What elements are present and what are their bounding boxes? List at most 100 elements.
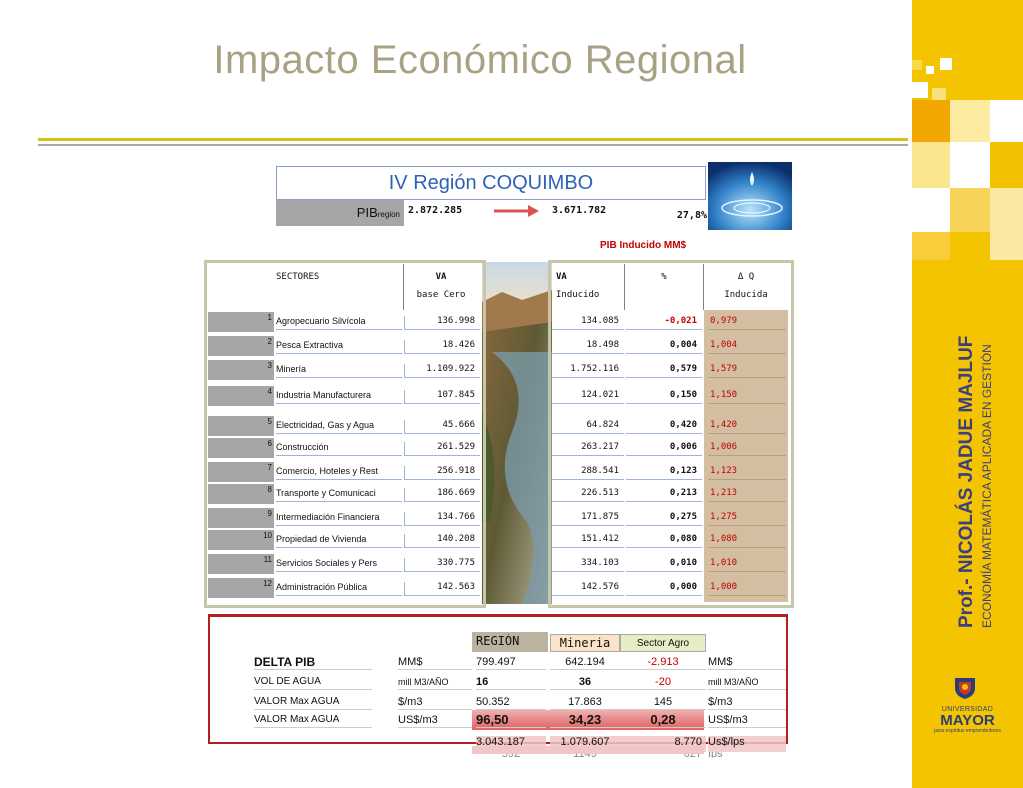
col-va-induced-header: VA bbox=[556, 272, 567, 282]
sector-row-number-cell: 7 bbox=[208, 462, 274, 482]
sector-row-va: 107.845 bbox=[404, 390, 480, 404]
sector-row-number-cell: 9 bbox=[208, 508, 274, 528]
induced-row-va: 134.085 bbox=[552, 316, 624, 330]
sector-row-name: Construcción bbox=[276, 442, 402, 456]
author-subtitle: ECONOMÍA MATEMÁTICA APLICADA EN GESTIÓN bbox=[980, 344, 994, 628]
deco-square bbox=[950, 100, 990, 142]
landscape-photo bbox=[482, 262, 552, 604]
induced-row-dq: 1,006 bbox=[708, 442, 786, 456]
sector-row-name: Servicios Sociales y Pers bbox=[276, 558, 402, 572]
deco-square bbox=[950, 188, 990, 232]
sector-row-number: 8 bbox=[267, 485, 272, 494]
induced-table-frame bbox=[548, 260, 794, 608]
summary-col-agro: Sector Agro bbox=[636, 638, 690, 649]
induced-row-va: 64.824 bbox=[552, 420, 624, 434]
sector-row-va: 136.998 bbox=[404, 316, 480, 330]
summary-col-agro-bg bbox=[620, 634, 706, 652]
summary-row-unit: US$/m3 bbox=[398, 712, 472, 728]
university-line2: MAYOR bbox=[940, 712, 995, 729]
sector-row-number: 3 bbox=[267, 361, 272, 370]
summary-row-label: DELTA PIB bbox=[254, 654, 372, 670]
summary-row-label: VALOR Max AGUA bbox=[254, 712, 372, 728]
deco-square bbox=[932, 88, 946, 102]
induced-row-dq: 1,080 bbox=[708, 534, 786, 548]
sector-row-number-cell: 1 bbox=[208, 312, 274, 332]
induced-row-pct: 0,123 bbox=[626, 466, 702, 480]
sectors-header-vline bbox=[403, 264, 404, 310]
induced-row-pct: 0,275 bbox=[626, 512, 702, 526]
induced-row-va: 226.513 bbox=[552, 488, 624, 502]
induced-row-dq: 1,000 bbox=[708, 582, 786, 596]
col-va-subheader: base Cero bbox=[416, 290, 466, 300]
summary-row-agro: 0,28 bbox=[620, 712, 706, 728]
summary-row-agro: -20 bbox=[620, 674, 706, 690]
induced-row-va: 334.103 bbox=[552, 558, 624, 572]
sectors-table-frame bbox=[204, 260, 486, 608]
induced-row-va: 124.021 bbox=[552, 390, 624, 404]
university-logo: UNIVERSIDAD MAYOR para espíritus emprend… bbox=[912, 678, 1023, 734]
sector-row-number: 10 bbox=[263, 531, 272, 540]
deco-square bbox=[990, 232, 1023, 260]
induced-row-dq: 1,004 bbox=[708, 340, 786, 354]
pib-percent: 27,8% bbox=[676, 210, 707, 221]
deco-square bbox=[990, 100, 1023, 142]
deco-square bbox=[912, 188, 950, 232]
dq-column-fill bbox=[704, 310, 788, 602]
induced-row-pct: 0,579 bbox=[626, 364, 702, 378]
sector-row-number-cell: 5 bbox=[208, 416, 274, 436]
region-title-box bbox=[276, 166, 706, 200]
sector-row-name: Intermediación Financiera bbox=[276, 512, 402, 526]
deco-square bbox=[912, 82, 928, 98]
sector-row-va: 1.109.922 bbox=[404, 364, 480, 378]
deco-square bbox=[912, 142, 950, 188]
induced-row-pct: 0,004 bbox=[626, 340, 702, 354]
induced-row-dq: 1,420 bbox=[708, 420, 786, 434]
title-divider-gray bbox=[38, 144, 908, 146]
sector-row-va: 45.666 bbox=[404, 420, 480, 434]
sector-row-number-cell: 12 bbox=[208, 578, 274, 598]
summary-row-label: VALOR Max AGUA bbox=[254, 694, 372, 710]
summary-row-agro: 145 bbox=[620, 694, 706, 710]
summary-row-unit: $/m3 bbox=[398, 694, 472, 710]
deco-square bbox=[990, 188, 1023, 232]
sector-row-va: 261.529 bbox=[404, 442, 480, 456]
summary-row-label: VOL DE AGUA bbox=[254, 674, 372, 690]
summary-row-agro: -2.913 bbox=[620, 654, 706, 670]
summary-col-mineria-bg bbox=[550, 634, 620, 652]
sector-row-number-cell: 3 bbox=[208, 360, 274, 380]
sector-row-va: 142.563 bbox=[404, 582, 480, 596]
pib-sub: region bbox=[377, 210, 400, 219]
induced-row-pct: 0,080 bbox=[626, 534, 702, 548]
summary-row-unit2: $/m3 bbox=[708, 694, 786, 710]
col-pct-header: % bbox=[661, 272, 667, 282]
induced-row-pct: 0,010 bbox=[626, 558, 702, 572]
pib-base: 2.872.285 bbox=[408, 205, 463, 216]
summary-row-region: 50.352 bbox=[476, 694, 546, 710]
induced-row-va: 171.875 bbox=[552, 512, 624, 526]
sector-row-va: 330.775 bbox=[404, 558, 480, 572]
sector-row-number: 12 bbox=[263, 579, 272, 588]
sector-row-name: Transporte y Comunicaci bbox=[276, 488, 402, 502]
extra-row-bg bbox=[472, 746, 704, 754]
water-drop-image bbox=[708, 162, 792, 230]
induced-row-va: 142.576 bbox=[552, 582, 624, 596]
summary-col-mineria: Mineria bbox=[559, 636, 611, 650]
cut-row-region: 592 bbox=[501, 752, 521, 758]
sector-row-name: Agropecuario Silvícola bbox=[276, 316, 402, 330]
sector-row-number: 9 bbox=[267, 509, 272, 518]
deco-square bbox=[912, 100, 950, 142]
sector-row-number-cell: 10 bbox=[208, 530, 274, 550]
sector-row-number: 1 bbox=[267, 313, 272, 322]
sector-row-va: 186.669 bbox=[404, 488, 480, 502]
author-name: Prof.- NICOLÁS JADUE MAJLUF bbox=[956, 335, 977, 628]
induced-row-dq: 0,979 bbox=[708, 316, 786, 330]
induced-header-vline2 bbox=[703, 264, 704, 310]
sector-row-number-cell: 4 bbox=[208, 386, 274, 406]
summary-row-mineria: 17.863 bbox=[550, 694, 620, 710]
summary-col-region: REGIÓN bbox=[476, 634, 520, 648]
sector-row-number: 7 bbox=[267, 463, 272, 472]
summary-row-unit: mill M3/AÑO bbox=[398, 674, 472, 690]
induced-row-dq: 1,150 bbox=[708, 390, 786, 404]
induced-row-pct: 0,000 bbox=[626, 582, 702, 596]
deco-square bbox=[950, 142, 990, 188]
